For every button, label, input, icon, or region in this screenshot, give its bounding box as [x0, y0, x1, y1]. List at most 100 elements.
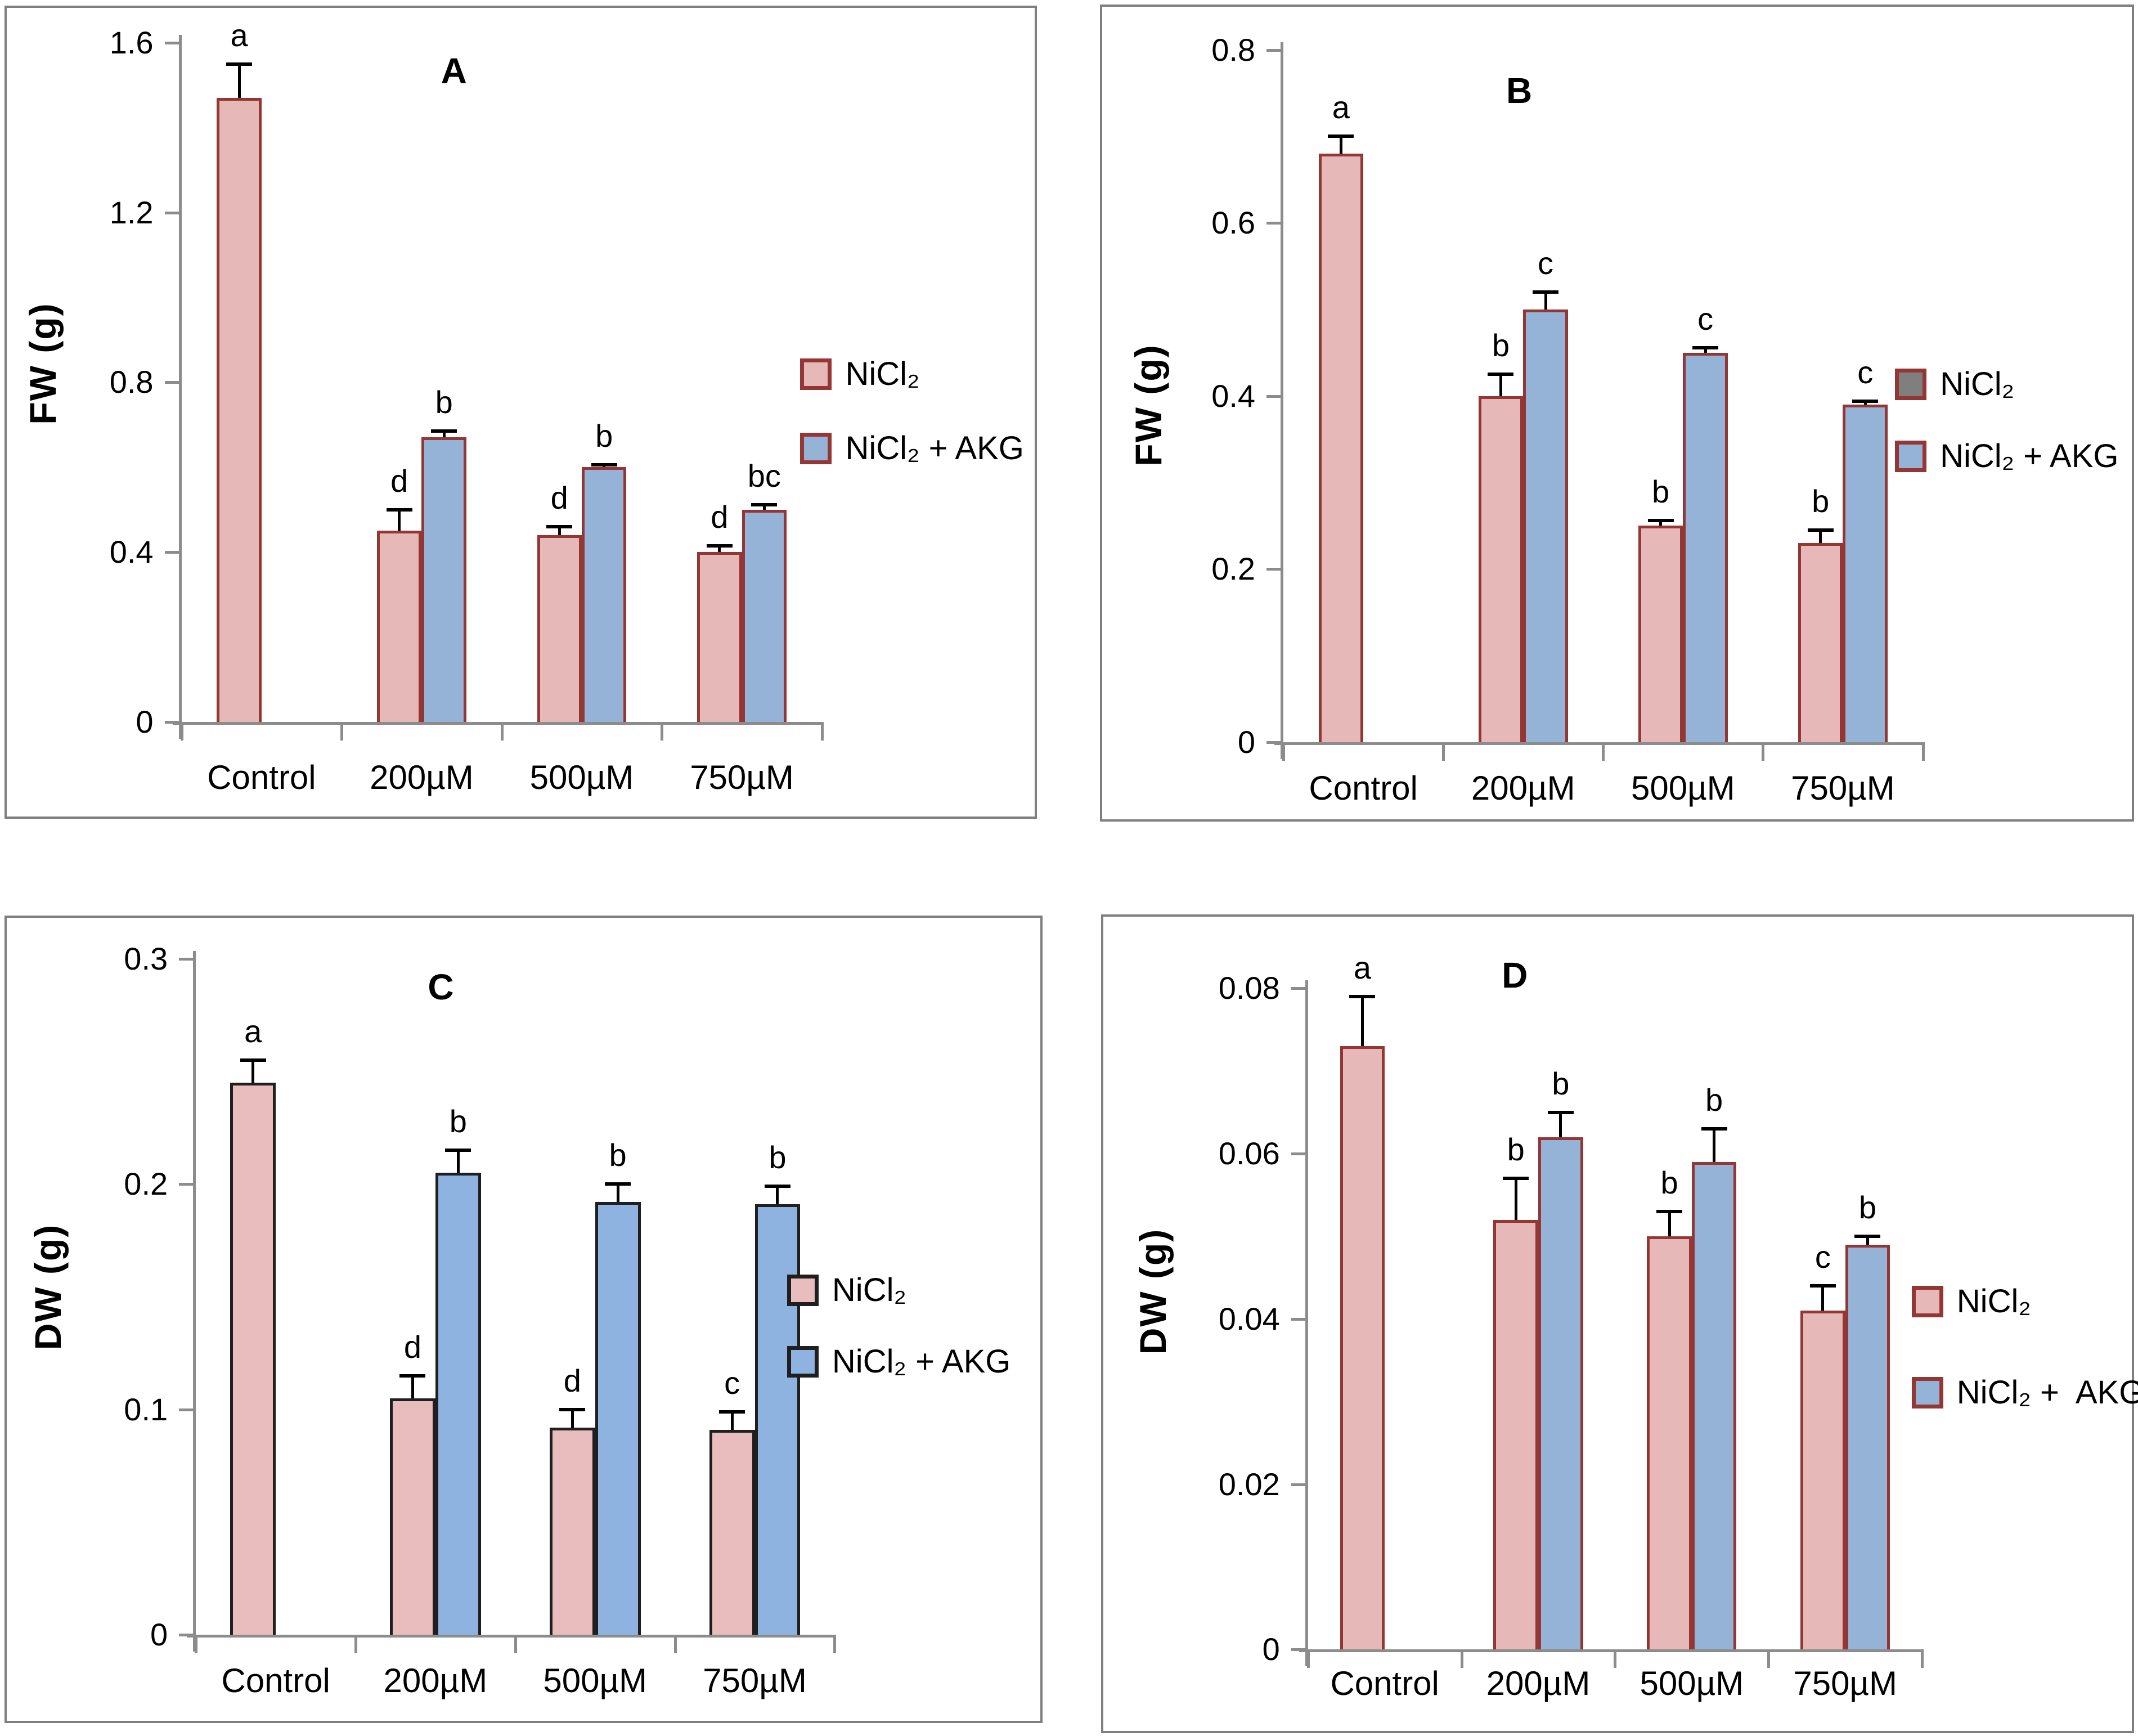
bar-b-200um-nicl2: [1478, 396, 1524, 742]
x-tick: [1442, 742, 1445, 761]
panel-title: D: [1502, 955, 1528, 996]
panel-c: 0 0.1 0.2 0.3 Control 200µM 500µM 750µM a d d c b b b N…: [5, 916, 1043, 1723]
bar-a-750um-nicl2-akg: [742, 509, 787, 722]
x-category-label-500um: 500µM: [529, 759, 634, 797]
x-tick: [1762, 742, 1765, 761]
y-tick-label: 0.02: [1218, 1466, 1280, 1502]
y-tick: [1291, 1317, 1305, 1321]
y-axis-title: DW (g): [1131, 1228, 1174, 1354]
legend-swatch: [1911, 1377, 1943, 1409]
x-tick: [1306, 1649, 1310, 1668]
error-bar-cap: [591, 463, 617, 467]
y-tick-label: 0: [1262, 1631, 1280, 1667]
bar-d-500um-nicl2: [1647, 1236, 1692, 1650]
legend-swatch: [1895, 440, 1927, 472]
y-tick-label: 0.3: [124, 940, 168, 976]
y-axis: [1305, 980, 1308, 1667]
x-tick: [340, 721, 344, 741]
error-bar-line: [237, 64, 241, 98]
y-tick: [1291, 1483, 1305, 1486]
legend-swatch: [787, 1275, 819, 1307]
bar-b-500um-nicl2: [1638, 526, 1683, 742]
error-bar-line: [398, 509, 401, 531]
bar-d-control-nicl2: [1340, 1046, 1385, 1650]
y-axis: [193, 950, 196, 1652]
x-category-label-500um: 500µM: [543, 1661, 648, 1699]
bar-c-500um-nicl2-akg: [595, 1202, 641, 1635]
y-tick: [179, 1183, 194, 1186]
error-bar-cap: [605, 1182, 631, 1186]
y-tick: [1266, 48, 1281, 52]
error-bar-line: [442, 431, 446, 438]
legend-label: NiCl₂ + AKG: [832, 1343, 1011, 1380]
error-bar-line: [1339, 136, 1342, 154]
y-tick: [1291, 987, 1305, 990]
bar-c-200um-nicl2: [390, 1398, 435, 1635]
error-bar-cap: [1854, 1234, 1881, 1238]
error-bar-cap: [751, 503, 778, 506]
x-tick: [514, 1635, 517, 1654]
error-bar-cap: [431, 429, 457, 433]
bar-a-500um-nicl2-akg: [581, 467, 627, 722]
panel-d: 0 0.02 0.04 0.06 0.08 Control 200µM 500µM 750µM a…: [1101, 914, 2138, 1733]
x-axis: [1299, 1649, 1923, 1653]
y-tick: [179, 1408, 194, 1411]
error-bar-cap: [1533, 290, 1559, 294]
y-tick-label: 0.4: [109, 534, 154, 570]
y-tick: [179, 1634, 194, 1637]
y-tick-label: 0.2: [124, 1166, 168, 1202]
error-bar-line: [1659, 521, 1663, 526]
significance-letter: d: [563, 1362, 581, 1398]
bar-c-200um-nicl2-akg: [435, 1173, 481, 1635]
bar-d-750um-nicl2-akg: [1845, 1244, 1890, 1650]
x-tick: [1602, 742, 1605, 761]
error-bar-cap: [546, 524, 573, 528]
significance-letter: c: [724, 1365, 740, 1401]
error-bar-line: [1819, 530, 1822, 544]
error-bar-cap: [399, 1374, 426, 1378]
y-tick: [164, 381, 179, 384]
error-bar-line: [776, 1186, 779, 1205]
significance-letter: a: [1332, 89, 1350, 125]
x-tick: [1282, 742, 1286, 761]
error-bar-cap: [240, 1058, 266, 1062]
significance-letter: c: [1538, 245, 1554, 281]
y-tick-label: 0.8: [1211, 32, 1256, 68]
bar-d-500um-nicl2-akg: [1691, 1161, 1737, 1650]
y-tick: [1266, 568, 1281, 571]
legend-label: NiCl₂: [1956, 1283, 2031, 1320]
legend-swatch: [787, 1346, 819, 1378]
error-bar-cap: [1656, 1209, 1683, 1213]
legend-swatch: [800, 358, 832, 390]
significance-letter: c: [1857, 354, 1874, 390]
x-tick: [833, 1635, 837, 1654]
x-tick: [1921, 742, 1925, 761]
error-bar-line: [1704, 347, 1707, 353]
x-category-label-control: Control: [207, 759, 316, 797]
significance-letter: b: [769, 1140, 787, 1176]
y-tick-label: 0.04: [1218, 1300, 1280, 1336]
significance-letter: b: [595, 418, 613, 454]
y-tick: [179, 957, 194, 961]
error-bar-line: [571, 1409, 574, 1428]
error-bar-cap: [1692, 346, 1719, 349]
legend-label: NiCl₂: [1940, 366, 2015, 403]
legend-swatch: [1911, 1286, 1943, 1318]
x-tick: [1921, 1649, 1924, 1668]
error-bar-line: [1713, 1129, 1716, 1162]
significance-letter: b: [1660, 1164, 1678, 1200]
x-category-label-750um: 750µM: [703, 1661, 807, 1699]
bar-a-200um-nicl2: [376, 531, 422, 722]
significance-letter: bc: [747, 457, 781, 494]
error-bar-line: [1514, 1178, 1517, 1220]
y-tick: [1266, 741, 1281, 744]
significance-letter: b: [435, 384, 453, 420]
panel-b: 0 0.2 0.4 0.6 0.8 Control 200µM 500µM 750µM a b b b c…: [1100, 5, 2134, 822]
significance-letter: b: [1492, 328, 1510, 364]
bar-c-500um-nicl2: [549, 1427, 595, 1635]
x-category-label-750um: 750µM: [690, 759, 794, 797]
error-bar-cap: [764, 1185, 790, 1188]
legend-swatch: [1895, 369, 1927, 401]
y-tick-label: 0.6: [1211, 205, 1256, 241]
